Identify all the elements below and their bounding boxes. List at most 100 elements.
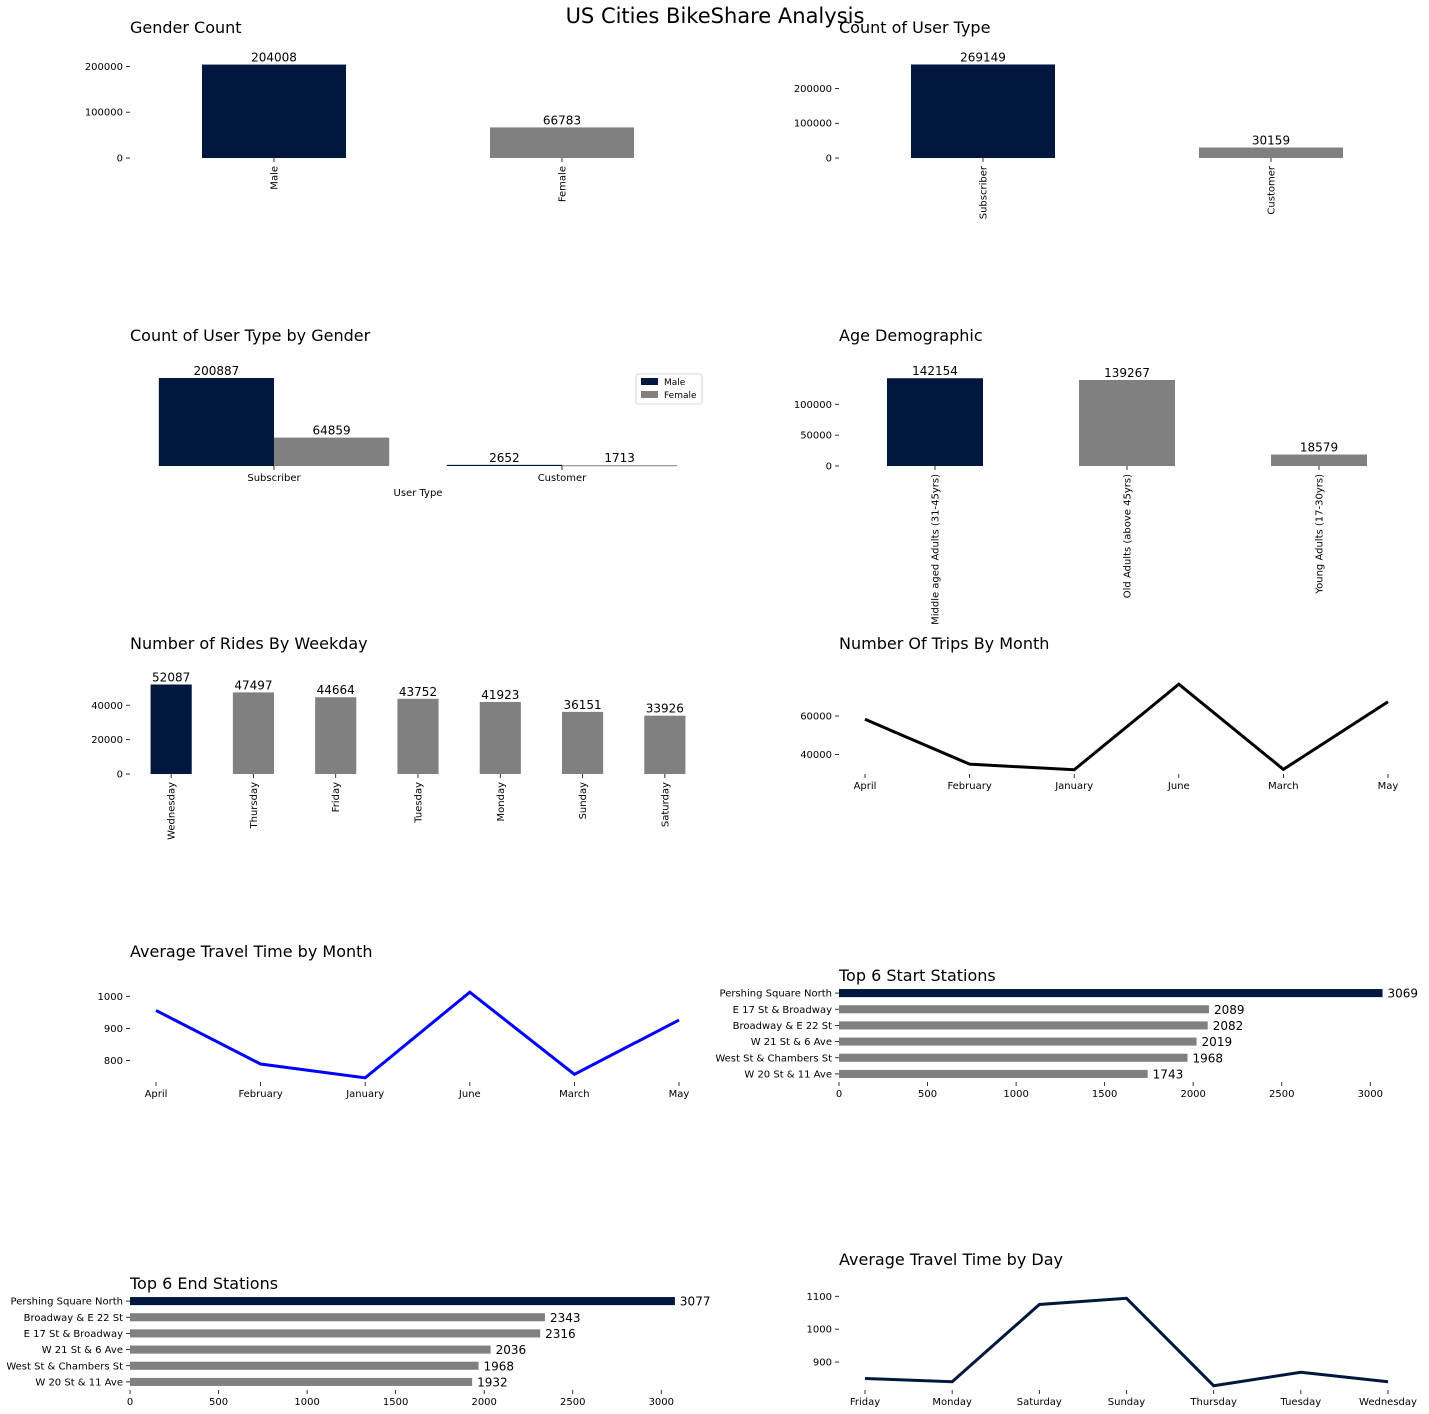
chart-top-6-start-stations: Top 6 Start Stations 3069 Pershing Square … bbox=[715, 966, 1418, 1100]
bar bbox=[1271, 454, 1367, 466]
bar bbox=[232, 692, 274, 774]
x-tick-label: June bbox=[458, 1089, 481, 1100]
y-tick-label: 900 bbox=[813, 1358, 832, 1369]
x-tick-label: Male bbox=[270, 166, 281, 190]
x-tick-label: March bbox=[1268, 781, 1298, 792]
data-label: 1743 bbox=[1153, 1067, 1184, 1081]
x-tick-label: April bbox=[145, 1089, 168, 1100]
bar bbox=[911, 64, 1055, 158]
bar bbox=[562, 711, 604, 774]
data-label: 269149 bbox=[960, 50, 1006, 64]
x-tick-label: Young Adults (17-30yrs) bbox=[1315, 474, 1326, 595]
bar bbox=[839, 1037, 1197, 1046]
bar bbox=[839, 1021, 1208, 1030]
x-tick-label: Thursday bbox=[1189, 1397, 1237, 1408]
data-label: 2316 bbox=[545, 1327, 576, 1341]
data-label: 66783 bbox=[543, 113, 581, 127]
x-tick-label: Customer bbox=[538, 473, 587, 484]
y-tick-label: Pershing Square North bbox=[720, 989, 832, 1000]
y-tick-label: 800 bbox=[104, 1056, 123, 1067]
series-line bbox=[155, 990, 680, 1080]
legend-swatch bbox=[641, 378, 658, 385]
x-tick-label: Customer bbox=[1267, 165, 1278, 214]
data-label: 1932 bbox=[477, 1375, 508, 1389]
data-label: 200887 bbox=[193, 364, 239, 378]
y-tick-label: Broadway & E 22 St bbox=[24, 1313, 123, 1324]
chart-average-travel-time-by-day: Average Travel Time by Day 900 1000 1100 Fri… bbox=[807, 1250, 1417, 1408]
chart-count-of-user-type-by-gender: Count of User Type by Gender 200887 64859 S… bbox=[130, 326, 703, 499]
bar bbox=[130, 1345, 491, 1354]
x-tick-label: Subscriber bbox=[979, 165, 990, 219]
x-tick-label: Wednesday bbox=[167, 782, 178, 840]
bar bbox=[1079, 380, 1175, 466]
chart-title: Average Travel Time by Day bbox=[839, 1250, 1063, 1269]
charts-group: Gender Count0100000200000204008Male66783… bbox=[6, 18, 1418, 1408]
data-label: 3069 bbox=[1388, 987, 1419, 1001]
chart-count-of-user-type: Count of User Type 0 100000 200000 269149 Sub… bbox=[794, 18, 1343, 219]
x-tick-label: Wednesday bbox=[1359, 1397, 1417, 1408]
chart-title: Age Demographic bbox=[839, 326, 983, 345]
y-tick-label: 0 bbox=[117, 154, 123, 165]
data-label: 139267 bbox=[1104, 366, 1150, 380]
legend-swatch bbox=[641, 391, 658, 398]
x-tick-label: 3000 bbox=[1358, 1089, 1383, 1100]
y-tick-label: 40000 bbox=[91, 701, 123, 712]
x-tick-label: Thursday bbox=[249, 782, 260, 830]
x-tick-label: Friday bbox=[331, 782, 342, 812]
y-tick-label: 900 bbox=[104, 1024, 123, 1035]
x-axis-label: User Type bbox=[394, 488, 443, 499]
data-label: 43752 bbox=[399, 685, 437, 699]
figure-title: US Cities BikeShare Analysis bbox=[566, 4, 865, 28]
x-tick-label: February bbox=[238, 1089, 282, 1100]
y-tick-label: 60000 bbox=[800, 712, 832, 723]
chart-number-of-trips-by-month: Number Of Trips By Month 40000 60000 April F… bbox=[800, 634, 1398, 792]
chart-title: Gender Count bbox=[130, 18, 242, 37]
y-tick-label: 50000 bbox=[800, 431, 832, 442]
x-tick-label: January bbox=[345, 1089, 384, 1100]
legend-label: Male bbox=[664, 378, 686, 388]
bar bbox=[202, 64, 346, 158]
x-tick-label: 3000 bbox=[649, 1397, 674, 1408]
y-tick-label: 1000 bbox=[807, 1325, 832, 1336]
bar bbox=[887, 378, 983, 466]
bar bbox=[130, 1361, 479, 1370]
chart-title: Count of User Type by Gender bbox=[130, 326, 371, 345]
x-tick-label: 1500 bbox=[383, 1397, 408, 1408]
y-tick-label: West St & Chambers St bbox=[6, 1361, 123, 1372]
data-label: 52087 bbox=[152, 670, 190, 684]
x-tick-label: Tuesday bbox=[1279, 1397, 1321, 1408]
data-label: 30159 bbox=[1252, 134, 1290, 148]
series-line bbox=[864, 682, 1389, 772]
y-tick-label: 20000 bbox=[91, 735, 123, 746]
data-label: 33926 bbox=[646, 702, 684, 716]
x-tick-label: Tuesday bbox=[414, 782, 425, 824]
bar bbox=[644, 715, 686, 774]
legend-label: Female bbox=[664, 391, 697, 401]
y-tick-label: W 21 St & 6 Ave bbox=[751, 1037, 832, 1048]
y-tick-label: E 17 St & Broadway bbox=[24, 1329, 123, 1340]
bar bbox=[1199, 147, 1343, 158]
x-tick-label: 1000 bbox=[1003, 1089, 1028, 1100]
y-tick-label: W 20 St & 11 Ave bbox=[744, 1069, 832, 1080]
x-tick-label: January bbox=[1054, 781, 1093, 792]
bar bbox=[130, 1297, 675, 1306]
data-label: 18579 bbox=[1300, 441, 1338, 455]
x-tick-label: February bbox=[947, 781, 991, 792]
bar bbox=[130, 1329, 541, 1338]
chart-title: Top 6 Start Stations bbox=[838, 966, 996, 985]
bar bbox=[839, 1005, 1209, 1014]
chart-gender-count: Gender Count 0 100000 200000 204008 Male 66783… bbox=[85, 18, 634, 202]
x-tick-label: May bbox=[669, 1089, 690, 1100]
x-tick-label: 0 bbox=[127, 1397, 133, 1408]
y-tick-label: 100000 bbox=[794, 119, 832, 130]
x-tick-label: April bbox=[854, 781, 877, 792]
x-tick-label: Female bbox=[558, 166, 569, 202]
x-tick-label: Old Adults (above 45yrs) bbox=[1123, 474, 1134, 598]
x-tick-label: 1500 bbox=[1092, 1089, 1117, 1100]
y-tick-label: West St & Chambers St bbox=[715, 1053, 832, 1064]
chart-age-demographic: Age Demographic 0 50000 100000 142154 Middle … bbox=[794, 326, 1367, 625]
x-tick-label: 500 bbox=[918, 1089, 937, 1100]
bar bbox=[562, 465, 678, 467]
data-label: 64859 bbox=[313, 424, 351, 438]
